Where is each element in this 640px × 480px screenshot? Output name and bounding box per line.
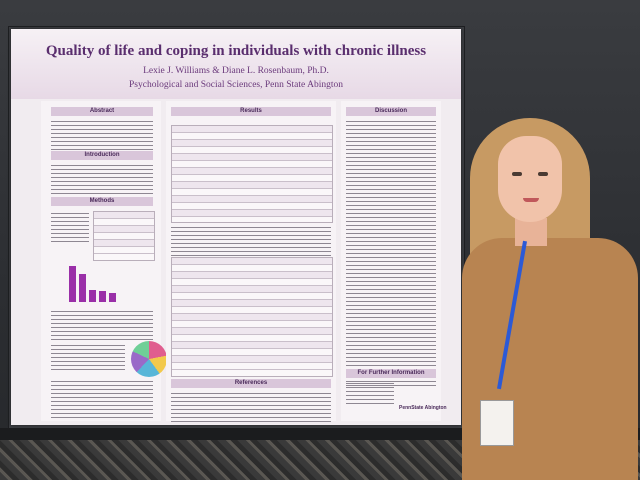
abstract-header: Abstract — [51, 107, 153, 116]
name-badge — [480, 400, 514, 446]
results-table-2 — [171, 257, 333, 377]
pennstate-logo: PennState Abington — [399, 405, 447, 411]
poster-title: Quality of life and coping in individual… — [45, 43, 427, 59]
discussion-text — [346, 121, 436, 389]
figure-bar-chart — [69, 264, 129, 302]
methods-header: Methods — [51, 197, 153, 206]
further-info-header: For Further Information — [346, 369, 436, 378]
results-header: Results — [171, 107, 331, 116]
research-poster: Quality of life and coping in individual… — [11, 29, 461, 425]
discussion-header: Discussion — [346, 107, 436, 116]
methods-text — [51, 213, 89, 245]
smile — [523, 198, 539, 202]
references-header: References — [171, 379, 331, 388]
right-eye — [538, 172, 548, 176]
presenter-person — [440, 110, 640, 480]
results-table-1 — [171, 125, 333, 223]
face — [498, 136, 562, 222]
left-bottom-text — [51, 381, 153, 421]
bar-1 — [69, 266, 76, 302]
bar-4 — [99, 291, 106, 302]
further-info-text — [346, 383, 394, 407]
methods-table — [93, 211, 155, 261]
figure-pie-chart — [131, 341, 167, 377]
poster-affiliation: Psychological and Social Sciences, Penn … — [129, 80, 343, 90]
poster-banner — [11, 29, 461, 99]
introduction-header: Introduction — [51, 151, 153, 160]
poster-authors: Lexie J. Williams & Diane L. Rosenbaum, … — [143, 66, 329, 76]
figure-legend-text — [51, 345, 125, 373]
references-text — [171, 393, 331, 425]
figure-caption-text — [51, 311, 153, 343]
left-eye — [512, 172, 522, 176]
bar-3 — [89, 290, 96, 302]
bar-5 — [109, 293, 116, 302]
bar-2 — [79, 274, 86, 302]
neck — [515, 218, 547, 246]
results-text — [171, 227, 331, 259]
